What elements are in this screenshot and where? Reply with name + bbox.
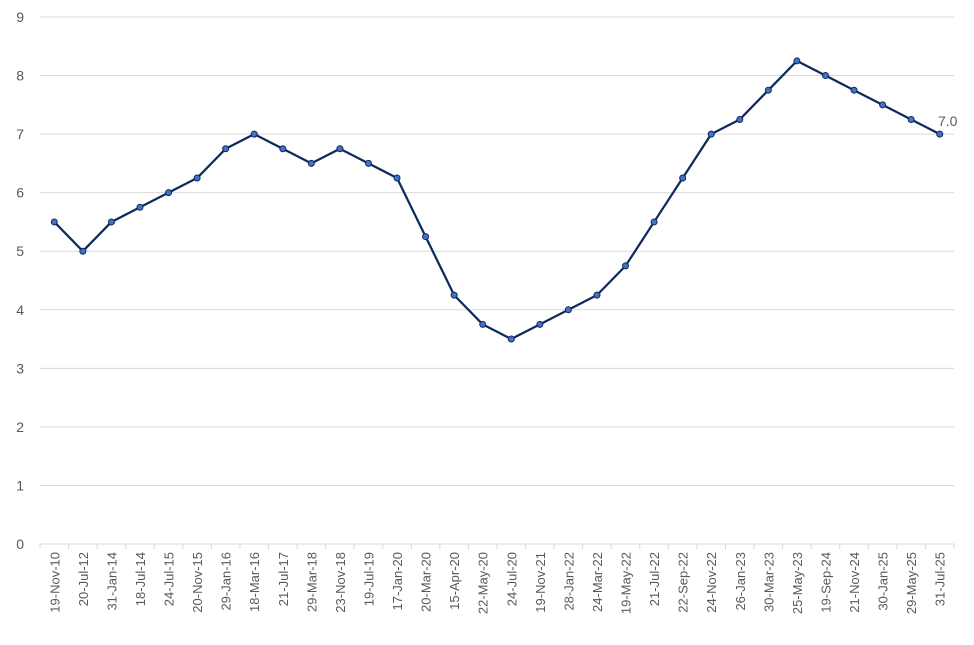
data-label: 7.0 <box>938 113 958 129</box>
x-tick-label: 21-Nov-24 <box>847 552 862 613</box>
x-tick-label: 19-Nov-21 <box>533 552 548 613</box>
y-tick-label: 5 <box>16 243 24 259</box>
x-tick-label: 20-Jul-12 <box>76 552 91 606</box>
data-point <box>479 320 487 328</box>
x-tick-label: 17-Jan-20 <box>390 552 405 611</box>
y-tick-label: 8 <box>16 68 24 84</box>
data-point <box>422 233 430 241</box>
x-tick-label: 31-Jan-14 <box>104 552 119 611</box>
x-tick-label: 30-Mar-23 <box>761 552 776 612</box>
y-tick-label: 7 <box>16 126 24 142</box>
x-tick-label: 15-Apr-20 <box>447 552 462 610</box>
x-tick-label: 26-Jan-23 <box>733 552 748 611</box>
x-tick-label: 18-Mar-16 <box>247 552 262 612</box>
data-point <box>593 291 601 299</box>
x-tick-label: 19-Sep-24 <box>818 552 833 613</box>
x-tick-label: 22-Sep-22 <box>676 552 691 613</box>
x-tick-label: 29-May-25 <box>904 552 919 614</box>
x-tick-label: 25-May-23 <box>790 552 805 614</box>
x-tick-label: 24-Nov-22 <box>704 552 719 613</box>
y-tick-label: 1 <box>16 477 24 493</box>
x-tick-label: 24-Jul-20 <box>504 552 519 606</box>
y-tick-label: 9 <box>16 9 24 25</box>
data-point <box>279 145 287 153</box>
data-point <box>536 320 544 328</box>
series-line <box>53 59 941 341</box>
data-point <box>850 86 858 94</box>
x-tick-label: 29-Jan-16 <box>219 552 234 611</box>
data-point <box>222 145 230 153</box>
data-point <box>50 218 58 226</box>
x-tick-label: 28-Jan-22 <box>561 552 576 611</box>
x-axis-ticks: 19-Nov-10 20-Jul-12 31-Jan-14 18-Jul-14 24-J… <box>47 552 947 614</box>
data-point <box>736 115 744 123</box>
data-point <box>564 306 572 314</box>
y-tick-label: 4 <box>16 302 24 318</box>
y-axis-ticks: 0 1 2 3 4 5 6 7 8 9 <box>16 9 24 552</box>
x-tick-label: 20-Nov-15 <box>190 552 205 613</box>
x-tick-label: 24-Mar-22 <box>590 552 605 612</box>
data-labels: 7.0 <box>938 113 958 129</box>
x-axis <box>39 543 955 549</box>
data-point <box>650 218 658 226</box>
data-point <box>336 145 344 153</box>
data-point <box>879 101 887 109</box>
data-point <box>622 262 630 270</box>
data-point <box>193 174 201 182</box>
x-tick-label: 20-Mar-20 <box>419 552 434 612</box>
y-tick-label: 0 <box>16 536 24 552</box>
data-point <box>165 189 173 197</box>
data-point <box>936 130 944 138</box>
x-tick-label: 29-Mar-18 <box>304 552 319 612</box>
x-tick-label: 19-Nov-10 <box>47 552 62 613</box>
gridlines <box>40 16 954 486</box>
x-tick-label: 31-Jul-25 <box>933 552 948 606</box>
data-points <box>50 57 944 343</box>
data-point <box>793 57 801 65</box>
y-tick-label: 2 <box>16 419 24 435</box>
data-point <box>450 291 458 299</box>
data-point <box>136 203 144 211</box>
data-point <box>79 247 87 255</box>
data-point <box>107 218 115 226</box>
data-point <box>307 159 315 167</box>
y-tick-label: 6 <box>16 185 24 201</box>
data-point <box>507 335 515 343</box>
data-point <box>679 174 687 182</box>
x-tick-label: 23-Nov-18 <box>333 552 348 613</box>
x-tick-label: 18-Jul-14 <box>133 552 148 606</box>
x-tick-label: 19-Jul-19 <box>361 552 376 606</box>
x-tick-label: 22-May-20 <box>476 552 491 614</box>
series-line-group <box>53 59 941 341</box>
data-point <box>393 174 401 182</box>
data-point <box>250 130 258 138</box>
data-point <box>821 72 829 80</box>
data-point <box>707 130 715 138</box>
x-tick-label: 30-Jan-25 <box>876 552 891 611</box>
x-tick-label: 19-May-22 <box>619 552 634 614</box>
x-tick-label: 21-Jul-22 <box>647 552 662 606</box>
data-point <box>907 115 915 123</box>
data-point <box>764 86 772 94</box>
y-tick-label: 3 <box>16 360 24 376</box>
data-point <box>364 159 372 167</box>
x-tick-label: 21-Jul-17 <box>276 552 291 606</box>
x-tick-label: 24-Jul-15 <box>162 552 177 606</box>
